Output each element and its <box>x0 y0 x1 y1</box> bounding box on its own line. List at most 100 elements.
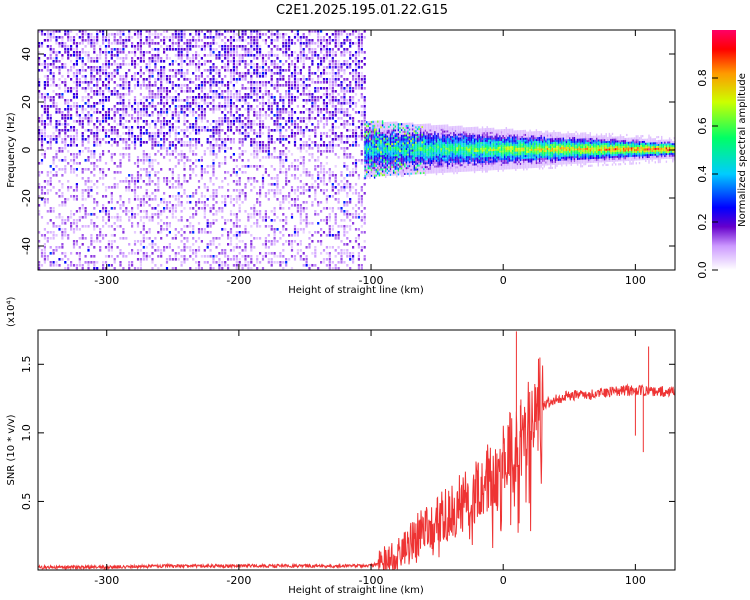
heatmap-cell <box>43 66 46 69</box>
heatmap-cell <box>87 150 90 153</box>
heatmap-cell <box>299 138 302 141</box>
heatmap-cell <box>299 219 302 222</box>
heatmap-cell <box>116 66 119 69</box>
heatmap-cell <box>367 144 369 147</box>
heatmap-cell <box>302 111 305 114</box>
heatmap-cell <box>377 170 379 173</box>
heatmap-cell <box>40 135 44 138</box>
heatmap-cell <box>200 81 203 84</box>
heatmap-cell <box>308 33 311 36</box>
heatmap-cell <box>110 234 113 237</box>
heatmap-cell <box>320 96 323 99</box>
heatmap-cell <box>107 117 110 120</box>
heatmap-cell <box>75 129 78 132</box>
heatmap-cell <box>90 153 93 156</box>
heatmap-cell <box>285 258 288 261</box>
heatmap-cell <box>366 171 368 174</box>
heatmap-cell <box>87 57 90 60</box>
heatmap-cell <box>189 60 192 63</box>
heatmap-cell <box>139 33 142 36</box>
heatmap-cell <box>154 36 157 39</box>
heatmap-cell <box>334 111 337 114</box>
heatmap-cell <box>308 114 311 117</box>
heatmap-cell <box>325 120 328 123</box>
heatmap-cell <box>285 147 288 150</box>
heatmap-cell <box>221 249 224 252</box>
heatmap-cell <box>373 120 376 123</box>
heatmap-cell <box>125 147 128 150</box>
heatmap-cell <box>133 72 137 75</box>
heatmap-cell <box>314 159 317 162</box>
heatmap-cell <box>253 123 256 126</box>
heatmap-cell <box>70 36 73 39</box>
heatmap-cell <box>221 111 224 114</box>
heatmap-cell <box>136 114 140 117</box>
heatmap-cell <box>296 54 299 57</box>
heatmap-cell <box>259 114 262 117</box>
heatmap-cell <box>148 183 151 186</box>
heatmap-cell <box>93 36 96 39</box>
heatmap-cell <box>55 39 58 42</box>
heatmap-cell <box>55 93 58 96</box>
heatmap-cell <box>122 228 125 231</box>
heatmap-cell <box>256 72 259 75</box>
heatmap-cell <box>160 123 163 126</box>
heatmap-cell <box>375 126 377 129</box>
heatmap-cell <box>247 117 250 120</box>
heatmap-cell <box>154 237 157 240</box>
heatmap-cell <box>110 108 113 111</box>
heatmap-cell <box>235 51 238 54</box>
heatmap-cell <box>256 117 259 120</box>
heatmap-cell <box>70 168 73 171</box>
heatmap-cell <box>322 57 326 60</box>
heatmap-cell <box>46 108 49 111</box>
heatmap-cell <box>110 132 113 135</box>
heatmap-cell <box>131 60 134 63</box>
heatmap-cell <box>87 54 90 57</box>
heatmap-cell <box>81 39 84 42</box>
heatmap-cell <box>282 45 285 48</box>
heatmap-cell <box>139 102 142 105</box>
heatmap-cell <box>102 117 105 120</box>
heatmap-cell <box>299 222 302 225</box>
heatmap-cell <box>227 111 230 114</box>
heatmap-cell <box>273 228 276 231</box>
heatmap-cell <box>93 69 96 72</box>
heatmap-cell <box>195 132 198 135</box>
heatmap-cell <box>282 162 285 165</box>
heatmap-cell <box>282 69 285 72</box>
heatmap-cell <box>81 96 84 99</box>
heatmap-cell <box>241 126 244 129</box>
heatmap-cell <box>364 130 366 133</box>
heatmap-cell <box>99 228 102 231</box>
heatmap-cell <box>43 252 46 255</box>
heatmap-cell <box>270 129 273 132</box>
heatmap-cell <box>212 99 215 102</box>
heatmap-cell <box>279 204 282 207</box>
heatmap-cell <box>349 171 352 174</box>
heatmap-cell <box>279 162 282 165</box>
heatmap-cell <box>136 105 140 108</box>
heatmap-cell <box>90 234 93 237</box>
heatmap-cell <box>104 207 108 210</box>
heatmap-cell <box>331 129 334 132</box>
heatmap-cell <box>177 96 180 99</box>
heatmap-cell <box>337 111 340 114</box>
heatmap-cell <box>288 102 291 105</box>
heatmap-cell <box>311 111 314 114</box>
heatmap-cell <box>337 108 340 111</box>
heatmap-cell <box>177 36 180 39</box>
heatmap-cell <box>366 130 368 133</box>
heatmap-cell <box>293 204 297 207</box>
heatmap-cell <box>206 45 209 48</box>
heatmap-cell <box>104 45 108 48</box>
heatmap-cell <box>215 66 218 69</box>
heatmap-cell <box>113 54 116 57</box>
heatmap-cell <box>232 39 235 42</box>
heatmap-cell <box>367 122 369 126</box>
heatmap-cell <box>136 81 140 84</box>
heatmap-cell <box>273 234 276 237</box>
heatmap-cell <box>244 75 247 78</box>
heatmap-cell <box>58 132 61 135</box>
heatmap-cell <box>72 159 76 162</box>
